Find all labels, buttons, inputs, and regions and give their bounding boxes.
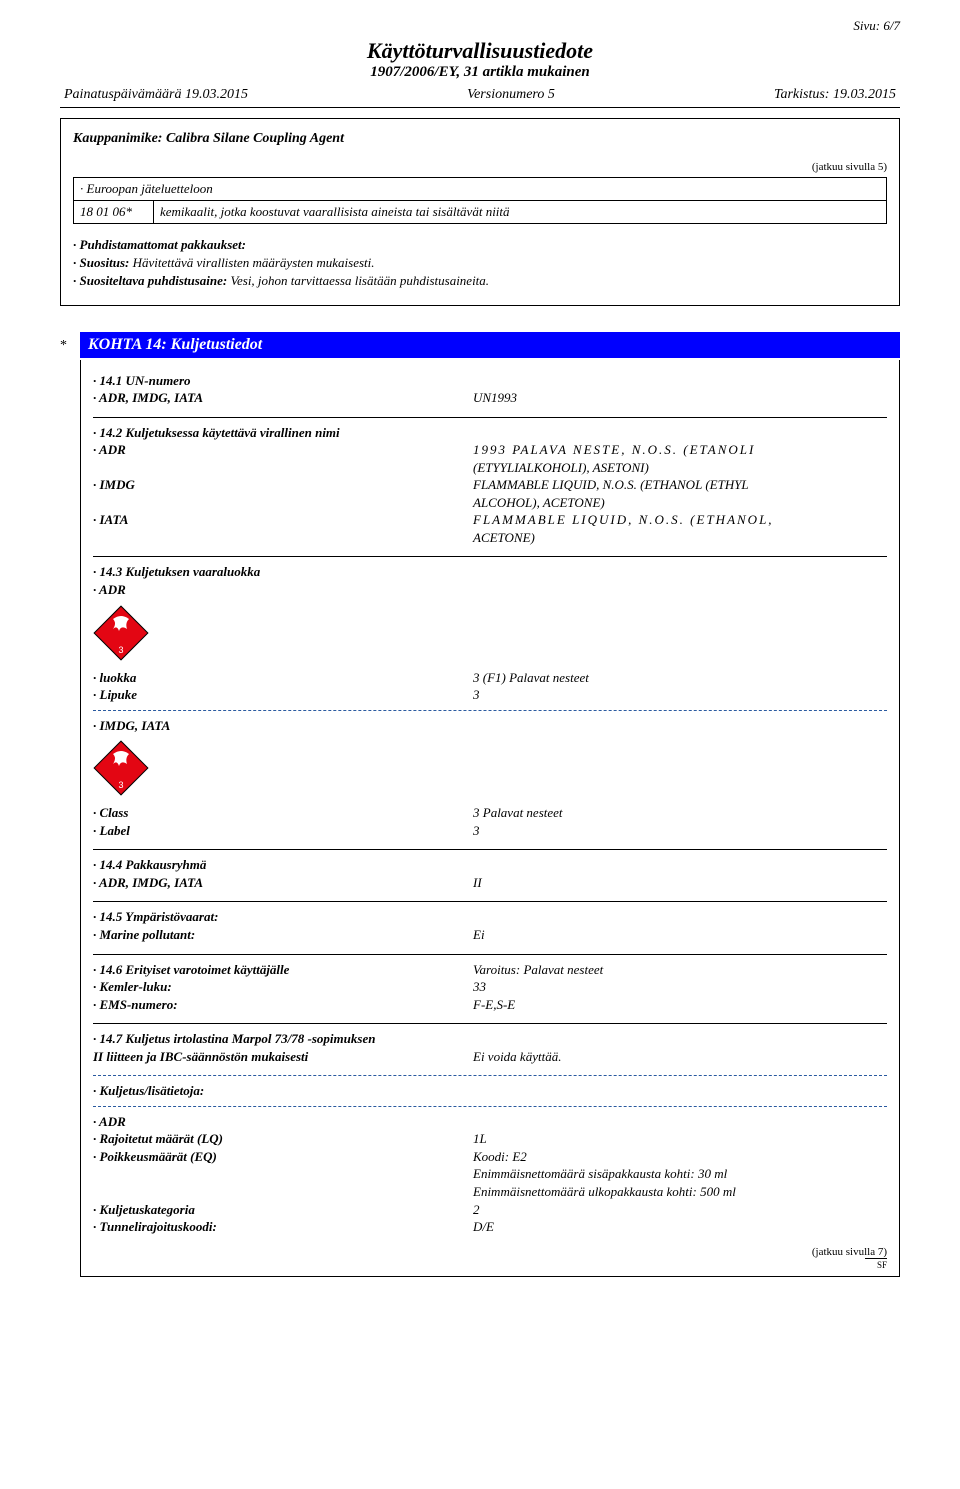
print-date: Painatuspäivämäärä 19.03.2015 [64, 87, 248, 103]
label-label: · Lipuke [93, 686, 473, 704]
svg-text:3: 3 [118, 645, 123, 655]
imdg-label: · IMDG [93, 476, 473, 494]
kemler-value: 33 [473, 978, 887, 996]
heading-14-7a: · 14.7 Kuljetus irtolastina Marpol 73/78… [93, 1030, 473, 1048]
divider [93, 849, 887, 850]
dashed-divider [93, 1106, 887, 1107]
eq-value-2: Enimmäisnettomäärä sisäpakkausta kohti: … [473, 1165, 887, 1183]
block-14-2: · 14.2 Kuljetuksessa käytettävä virallin… [93, 424, 887, 547]
class2-label: · Class [93, 804, 473, 822]
svg-text:3: 3 [118, 780, 123, 790]
continued-from: (jatkuu sivulla 5) [73, 161, 887, 173]
waste-list-heading: · Euroopan jäteluetteloon [74, 178, 886, 200]
iata-value-2: ACETONE) [473, 529, 887, 547]
ems-value: F-E,S-E [473, 996, 887, 1014]
heading-14-6: · 14.6 Erityiset varotoimet käyttäjälle [93, 961, 473, 979]
recommendation-text: Hävitettävä virallisten määräysten mukai… [129, 255, 374, 270]
recommendation-label: · Suositus: [73, 255, 129, 270]
heading-14-5: · 14.5 Ympäristövaarat: [93, 908, 473, 926]
block-14-3: · 14.3 Kuljetuksen vaaraluokka · ADR 3 ·… [93, 563, 887, 839]
cleaning-agent-label: · Suositeltava puhdistusaine: [73, 273, 227, 288]
packing-group-value: II [473, 874, 887, 892]
transport-extra-heading: · Kuljetus/lisätietoja: [93, 1082, 473, 1100]
heading-14-7b: II liitteen ja IBC-säännöstön mukaisesti [93, 1048, 473, 1066]
imdg-value-2: ALCOHOL), ACETONE) [473, 494, 887, 512]
country-code: SF [865, 1258, 887, 1270]
label-value: 3 [473, 686, 887, 704]
heading-14-2: · 14.2 Kuljetuksessa käytettävä virallin… [93, 424, 473, 442]
main-title: Käyttöturvallisuustiedote [60, 38, 900, 64]
waste-list-heading-row: · Euroopan jäteluetteloon [73, 177, 887, 201]
uncleaned-packaging-label: · Puhdistamattomat pakkaukset: [73, 237, 246, 252]
dashed-divider [93, 710, 887, 711]
hazard-diamond-adr: 3 [93, 605, 149, 661]
page-number: Sivu: 6/7 [60, 18, 900, 34]
lq-label: · Rajoitetut määrät (LQ) [93, 1130, 473, 1148]
regulation-subtitle: 1907/2006/EY, 31 artikla mukainen [60, 64, 900, 81]
header-meta-row: Painatuspäivämäärä 19.03.2015 Versionume… [60, 87, 900, 108]
waste-code: 18 01 06* [74, 201, 154, 223]
block-transport-extra: · Kuljetus/lisätietoja: · ADR · Rajoitet… [93, 1082, 887, 1235]
class2-value: 3 Palavat nesteet [473, 804, 887, 822]
divider [93, 556, 887, 557]
transport-category-value: 2 [473, 1201, 887, 1219]
divider [93, 417, 887, 418]
iata-label: · IATA [93, 511, 473, 529]
adr-extra-label: · ADR [93, 1113, 473, 1131]
eq-value-1: Koodi: E2 [473, 1148, 887, 1166]
label2-label: · Label [93, 822, 473, 840]
divider [93, 1023, 887, 1024]
cleaning-block: · Puhdistamattomat pakkaukset: · Suositu… [73, 236, 887, 291]
kemler-label: · Kemler-luku: [93, 978, 473, 996]
transport-category-label: · Kuljetuskategoria [93, 1201, 473, 1219]
heading-14-1: · 14.1 UN-numero [93, 372, 473, 390]
revision-date: Tarkistus: 19.03.2015 [774, 87, 896, 103]
lq-value: 1L [473, 1130, 887, 1148]
divider [93, 901, 887, 902]
trade-name: Kauppanimike: Calibra Silane Coupling Ag… [73, 131, 887, 147]
block-14-5: · 14.5 Ympäristövaarat: · Marine polluta… [93, 908, 887, 943]
version-number: Versionumero 5 [467, 87, 555, 103]
label2-value: 3 [473, 822, 887, 840]
waste-description: kemikaalit, jotka koostuvat vaarallisist… [154, 201, 516, 223]
un-number-label: · ADR, IMDG, IATA [93, 389, 473, 407]
upper-section-box: Kauppanimike: Calibra Silane Coupling Ag… [60, 118, 900, 306]
continued-to: (jatkuu sivulla 7) [93, 1246, 887, 1258]
heading-14-6-value: Varoitus: Palavat nesteet [473, 961, 887, 979]
block-14-4: · 14.4 Pakkausryhmä · ADR, IMDG, IATA II [93, 856, 887, 891]
ems-label: · EMS-numero: [93, 996, 473, 1014]
block-14-1: · 14.1 UN-numero · ADR, IMDG, IATA UN199… [93, 372, 887, 407]
divider [93, 954, 887, 955]
adr-value-2: (ETYYLIALKOHOLI), ASETONI) [473, 459, 887, 477]
adr-hazard-label: · ADR [93, 581, 473, 599]
marine-pollutant-label: · Marine pollutant: [93, 926, 473, 944]
eq-value-3: Enimmäisnettomäärä ulkopakkausta kohti: … [473, 1183, 887, 1201]
section-change-asterisk: * [60, 338, 80, 354]
adr-value: 1993 PALAVA NESTE, N.O.S. (ETANOLI [473, 441, 887, 459]
hazard-diamond-imdg-iata: 3 [93, 740, 149, 796]
adr-label: · ADR [93, 441, 473, 459]
dashed-divider [93, 1075, 887, 1076]
heading-14-3: · 14.3 Kuljetuksen vaaraluokka [93, 563, 473, 581]
imdg-value: FLAMMABLE LIQUID, N.O.S. (ETHANOL (ETHYL [473, 476, 887, 494]
class-label: · luokka [93, 669, 473, 687]
tunnel-code-value: D/E [473, 1218, 887, 1236]
un-number-value: UN1993 [473, 389, 887, 407]
waste-list-entry: 18 01 06* kemikaalit, jotka koostuvat va… [73, 201, 887, 224]
tunnel-code-label: · Tunnelirajoituskoodi: [93, 1218, 473, 1236]
marine-pollutant-value: Ei [473, 926, 887, 944]
imdg-iata-hazard-label: · IMDG, IATA [93, 717, 473, 735]
section-14-box: · 14.1 UN-numero · ADR, IMDG, IATA UN199… [80, 360, 900, 1277]
packing-group-label: · ADR, IMDG, IATA [93, 874, 473, 892]
block-14-6: · 14.6 Erityiset varotoimet käyttäjälle … [93, 961, 887, 1014]
eq-label: · Poikkeusmäärät (EQ) [93, 1148, 473, 1166]
heading-14-4: · 14.4 Pakkausryhmä [93, 856, 473, 874]
block-14-7: · 14.7 Kuljetus irtolastina Marpol 73/78… [93, 1030, 887, 1065]
cleaning-agent-text: Vesi, johon tarvittaessa lisätään puhdis… [227, 273, 489, 288]
section-14-header: KOHTA 14: Kuljetustiedot [80, 332, 900, 358]
class-value: 3 (F1) Palavat nesteet [473, 669, 887, 687]
iata-value: FLAMMABLE LIQUID, N.O.S. (ETHANOL, [473, 511, 887, 529]
heading-14-7-value: Ei voida käyttää. [473, 1048, 887, 1066]
